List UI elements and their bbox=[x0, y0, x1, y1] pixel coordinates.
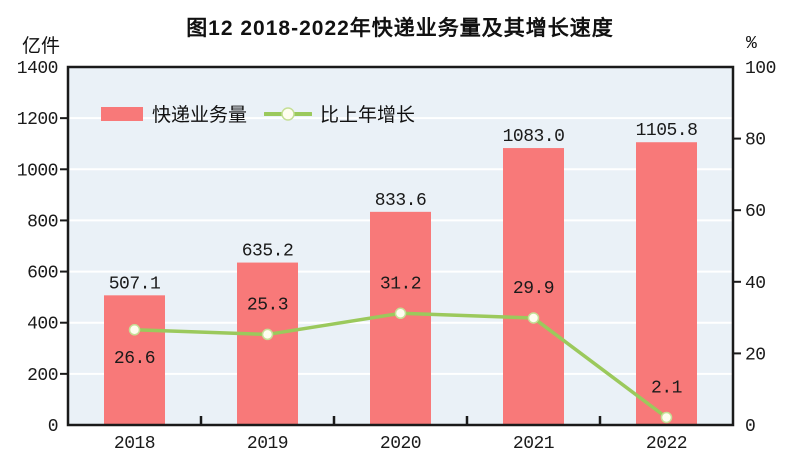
line-marker-2022 bbox=[660, 411, 673, 424]
growth-value-label: 2.1 bbox=[651, 378, 682, 398]
line-marker-2020 bbox=[394, 307, 407, 320]
right-axis-tick-label: 100 bbox=[745, 59, 776, 79]
right-axis-tick-label: 80 bbox=[745, 131, 766, 151]
bar-2022 bbox=[636, 142, 697, 425]
bar-value-label: 1083.0 bbox=[503, 127, 565, 147]
left-axis-tick-label: 1400 bbox=[17, 59, 58, 79]
bar-2019 bbox=[237, 262, 298, 425]
left-axis-tick-label: 800 bbox=[27, 212, 58, 232]
growth-value-label: 29.9 bbox=[513, 279, 554, 299]
bar-value-label: 1105.8 bbox=[636, 121, 698, 141]
plot-frame bbox=[66, 65, 735, 427]
category-label-2022: 2022 bbox=[646, 434, 687, 454]
bar-value-label: 635.2 bbox=[242, 242, 294, 262]
left-axis-tick-label: 400 bbox=[27, 315, 58, 335]
left-axis-tick-label: 600 bbox=[27, 264, 58, 284]
bar-series-label: 快递业务量 bbox=[152, 105, 248, 126]
growth-value-label: 25.3 bbox=[247, 295, 288, 315]
right-axis-tick-label: 20 bbox=[745, 345, 766, 365]
line-marker-2018 bbox=[128, 324, 141, 336]
bar-series-swatch bbox=[101, 106, 143, 121]
left-axis-unit: 亿件 bbox=[22, 36, 61, 57]
category-label-2021: 2021 bbox=[513, 434, 554, 454]
category-label-2019: 2019 bbox=[247, 434, 288, 454]
category-label-2020: 2020 bbox=[380, 434, 421, 454]
bar-2018 bbox=[104, 295, 165, 425]
line-series-label: 比上年增长 bbox=[320, 105, 416, 126]
growth-value-label: 26.6 bbox=[114, 349, 155, 369]
category-label-2018: 2018 bbox=[114, 434, 155, 454]
bar-value-label: 507.1 bbox=[109, 274, 161, 294]
left-axis-tick-label: 200 bbox=[27, 366, 58, 386]
bar-2021 bbox=[503, 148, 564, 425]
chart-title: 图12 2018-2022年快递业务量及其增长速度 bbox=[186, 17, 614, 40]
right-axis-tick-label: 60 bbox=[745, 202, 766, 222]
legend: 快递业务量 比上年增长 bbox=[101, 100, 432, 127]
growth-value-label: 31.2 bbox=[380, 274, 421, 294]
right-axis-unit: % bbox=[746, 34, 757, 54]
line-series-swatch bbox=[263, 105, 314, 123]
left-axis-tick-label: 0 bbox=[48, 417, 58, 437]
line-marker-2021 bbox=[527, 312, 540, 324]
line-marker-2019 bbox=[261, 328, 274, 341]
right-axis-tick-label: 0 bbox=[745, 417, 755, 437]
bar-value-label: 833.6 bbox=[375, 191, 427, 211]
left-axis-tick-label: 1200 bbox=[17, 110, 58, 130]
left-axis-tick-label: 1000 bbox=[17, 161, 58, 181]
right-axis-tick-label: 40 bbox=[745, 274, 766, 294]
